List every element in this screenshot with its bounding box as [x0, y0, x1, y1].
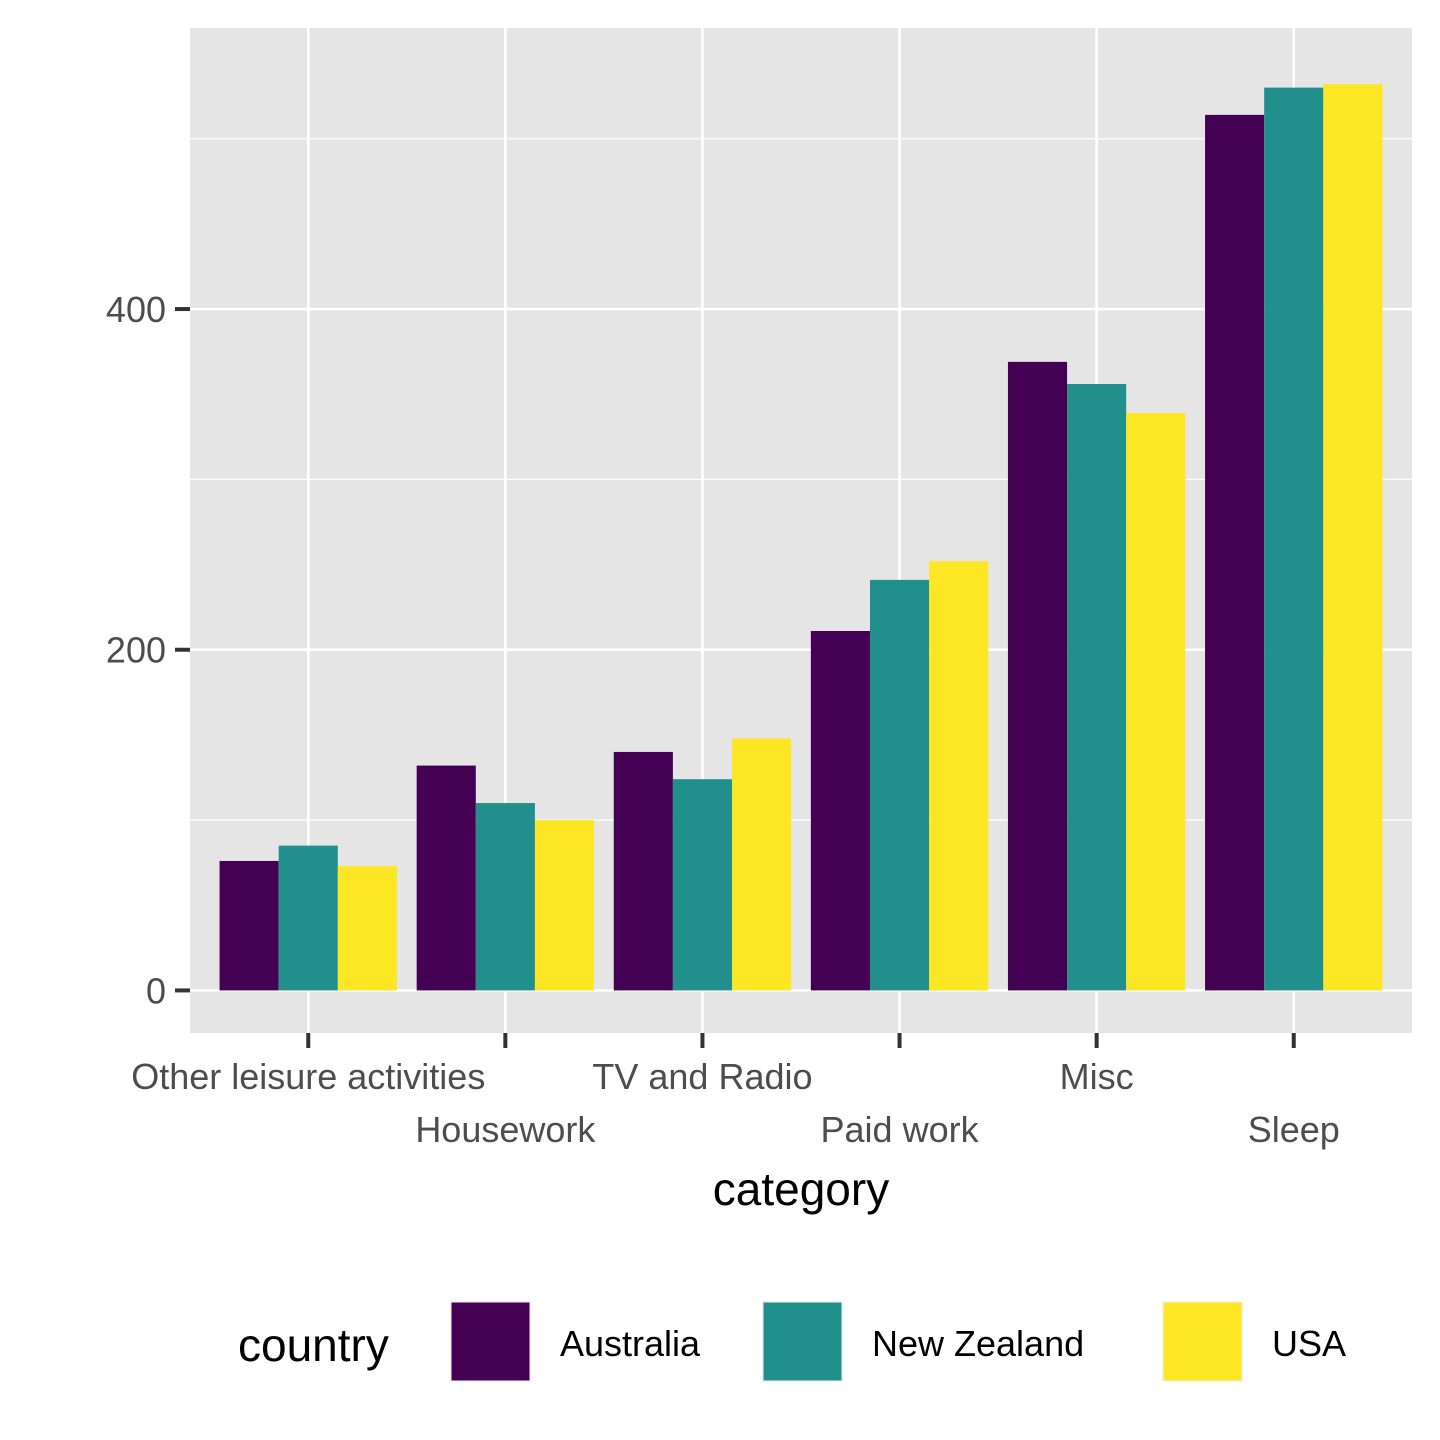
x-axis-title: category: [713, 1163, 889, 1215]
bar: [1126, 412, 1186, 991]
bar: [1205, 114, 1265, 991]
bar: [929, 561, 989, 991]
x-tick-label: Misc: [1060, 1056, 1134, 1097]
x-tick-label: TV and Radio: [592, 1056, 812, 1097]
x-tick-label: Other leisure activities: [131, 1056, 485, 1097]
legend-key: [1163, 1302, 1242, 1381]
bar: [1007, 361, 1068, 991]
legend-title: country: [238, 1319, 389, 1371]
bar: [534, 820, 595, 991]
bar: [278, 845, 338, 991]
bar: [1264, 87, 1324, 991]
bar: [810, 631, 870, 991]
bars: [219, 84, 1383, 991]
y-tick-label: 200: [106, 630, 166, 671]
legend-label: USA: [1272, 1323, 1346, 1364]
legend-label: New Zealand: [872, 1323, 1084, 1364]
x-axis: Other leisure activities Housework TV and …: [131, 1033, 1340, 1150]
bar: [672, 779, 733, 991]
y-axis: 0 200 400: [106, 289, 190, 1011]
y-tick-label: 400: [106, 289, 166, 330]
legend-key: [763, 1302, 842, 1381]
y-tick-label: 0: [146, 970, 166, 1011]
bar: [1323, 84, 1383, 991]
bar: [732, 738, 792, 991]
bar: [475, 803, 535, 991]
bar: [337, 866, 397, 991]
bar: [219, 860, 279, 991]
bar: [1067, 384, 1127, 991]
bar: [416, 765, 476, 991]
legend: country Australia New Zealand USA: [238, 1301, 1346, 1382]
x-tick-label: Housework: [415, 1109, 596, 1150]
legend-key: [451, 1302, 530, 1381]
x-tick-label: Sleep: [1248, 1109, 1340, 1150]
x-tick-label: Paid work: [821, 1109, 980, 1150]
bar: [869, 579, 930, 991]
legend-label: Australia: [560, 1323, 701, 1364]
bar: [613, 751, 673, 991]
